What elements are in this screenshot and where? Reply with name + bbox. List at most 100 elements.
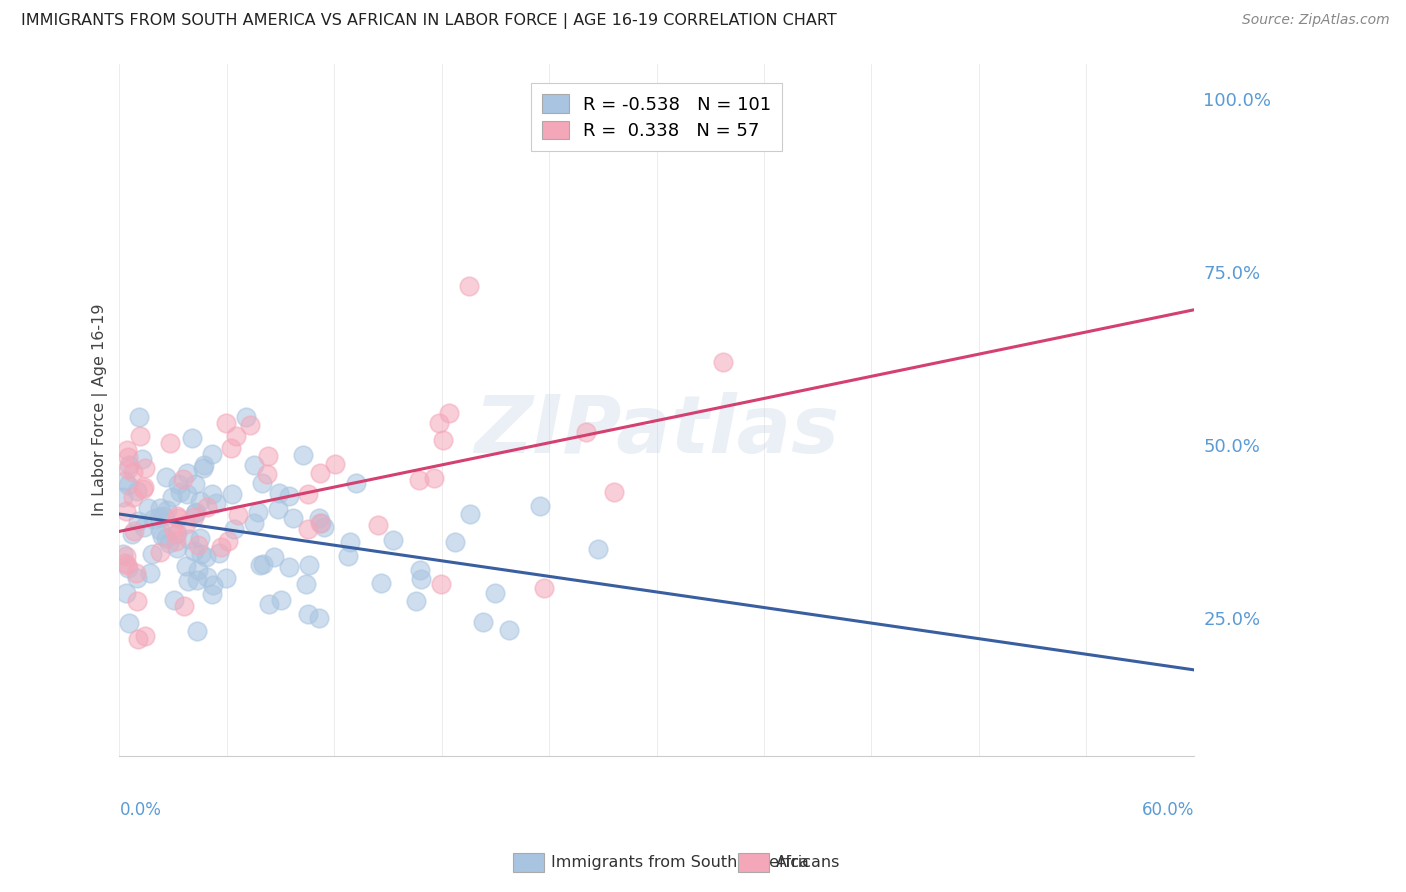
Point	[344, 475, 367, 490]
Point	[167, 511, 190, 525]
Point	[187, 537, 209, 551]
Point	[278, 489, 301, 503]
Point	[498, 623, 520, 637]
Point	[309, 516, 332, 530]
Text: IMMIGRANTS FROM SOUTH AMERICA VS AFRICAN IN LABOR FORCE | AGE 16-19 CORRELATION : IMMIGRANTS FROM SOUTH AMERICA VS AFRICAN…	[21, 13, 837, 29]
Text: Immigrants from South America: Immigrants from South America	[551, 855, 808, 870]
Point	[111, 547, 134, 561]
Point	[367, 517, 389, 532]
Text: 60.0%: 60.0%	[1142, 801, 1194, 820]
Point	[295, 577, 318, 591]
Point	[136, 501, 159, 516]
Point	[323, 457, 346, 471]
Point	[201, 586, 224, 600]
Point	[235, 410, 257, 425]
Text: Africans: Africans	[776, 855, 841, 870]
Point	[437, 406, 460, 420]
Point	[117, 478, 139, 492]
Point	[195, 569, 218, 583]
Point	[297, 607, 319, 621]
Point	[125, 483, 148, 498]
Point	[131, 452, 153, 467]
Point	[138, 566, 160, 581]
Point	[177, 574, 200, 588]
Point	[277, 559, 299, 574]
Point	[127, 632, 149, 646]
Point	[195, 549, 218, 564]
Point	[156, 503, 179, 517]
Point	[186, 505, 208, 519]
Point	[122, 465, 145, 479]
Text: 0.0%: 0.0%	[120, 801, 162, 820]
Point	[458, 508, 481, 522]
Point	[215, 571, 238, 585]
Point	[270, 593, 292, 607]
Point	[221, 486, 243, 500]
Point	[134, 519, 156, 533]
Point	[263, 549, 285, 564]
Point	[172, 471, 194, 485]
Point	[121, 526, 143, 541]
Point	[252, 557, 274, 571]
Point	[166, 526, 188, 541]
Point	[174, 559, 197, 574]
Point	[131, 482, 153, 496]
Point	[205, 496, 228, 510]
Point	[298, 558, 321, 572]
Point	[267, 485, 290, 500]
Point	[187, 563, 209, 577]
Point	[586, 541, 609, 556]
Point	[186, 624, 208, 638]
Point	[141, 547, 163, 561]
Point	[122, 491, 145, 505]
Point	[257, 597, 280, 611]
Point	[115, 549, 138, 564]
Point	[208, 545, 231, 559]
Point	[179, 532, 201, 546]
Point	[118, 458, 141, 473]
Point	[423, 471, 446, 485]
Point	[297, 486, 319, 500]
Point	[165, 534, 187, 549]
Point	[201, 447, 224, 461]
Point	[239, 418, 262, 433]
Point	[134, 629, 156, 643]
Point	[291, 448, 314, 462]
Point	[111, 491, 134, 505]
Point	[312, 520, 335, 534]
Point	[215, 416, 238, 430]
Point	[155, 531, 177, 545]
Point	[159, 436, 181, 450]
Point	[190, 547, 212, 561]
Point	[201, 486, 224, 500]
Point	[267, 501, 290, 516]
Point	[711, 355, 734, 369]
Point	[336, 549, 359, 563]
Point	[472, 615, 495, 629]
Point	[142, 512, 165, 526]
Point	[118, 616, 141, 631]
Point	[529, 499, 551, 513]
Point	[117, 561, 139, 575]
Point	[409, 572, 432, 586]
Point	[149, 545, 172, 559]
Point	[124, 566, 146, 581]
Point	[427, 417, 450, 431]
Point	[150, 529, 173, 543]
Point	[149, 501, 172, 516]
Point	[186, 573, 208, 587]
Point	[193, 458, 215, 473]
Point	[297, 522, 319, 536]
Point	[183, 544, 205, 558]
Point	[165, 527, 187, 541]
Point	[117, 462, 139, 476]
Point	[184, 476, 207, 491]
Point	[162, 521, 184, 535]
Point	[163, 592, 186, 607]
Point	[257, 449, 280, 463]
Point	[432, 434, 454, 448]
Point	[250, 476, 273, 491]
Legend: R = -0.538   N = 101, R =  0.338   N = 57: R = -0.538 N = 101, R = 0.338 N = 57	[531, 84, 782, 151]
Point	[430, 577, 453, 591]
Point	[339, 535, 361, 549]
